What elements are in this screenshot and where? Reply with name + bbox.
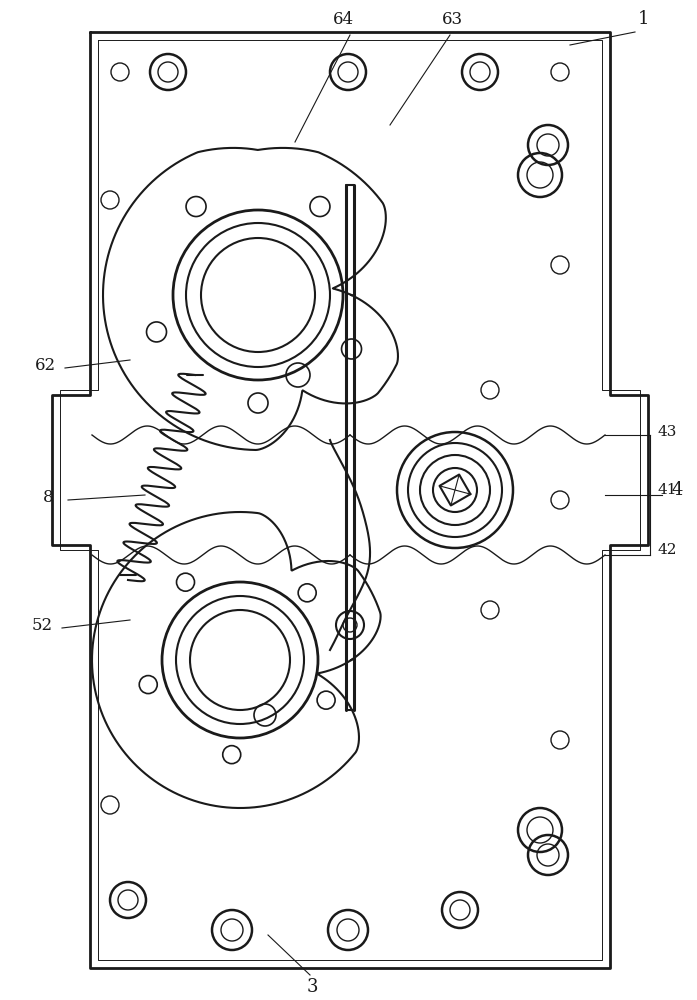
Text: 43: 43 — [658, 425, 677, 439]
Text: 64: 64 — [332, 11, 353, 28]
Text: 8: 8 — [43, 488, 53, 506]
Text: 62: 62 — [34, 357, 56, 373]
Text: 4: 4 — [672, 481, 683, 499]
Text: 3: 3 — [306, 978, 318, 996]
Text: 41: 41 — [658, 483, 677, 497]
Text: 52: 52 — [31, 616, 52, 634]
Text: 1: 1 — [638, 10, 650, 28]
Text: 42: 42 — [658, 543, 677, 557]
Text: 63: 63 — [441, 11, 463, 28]
